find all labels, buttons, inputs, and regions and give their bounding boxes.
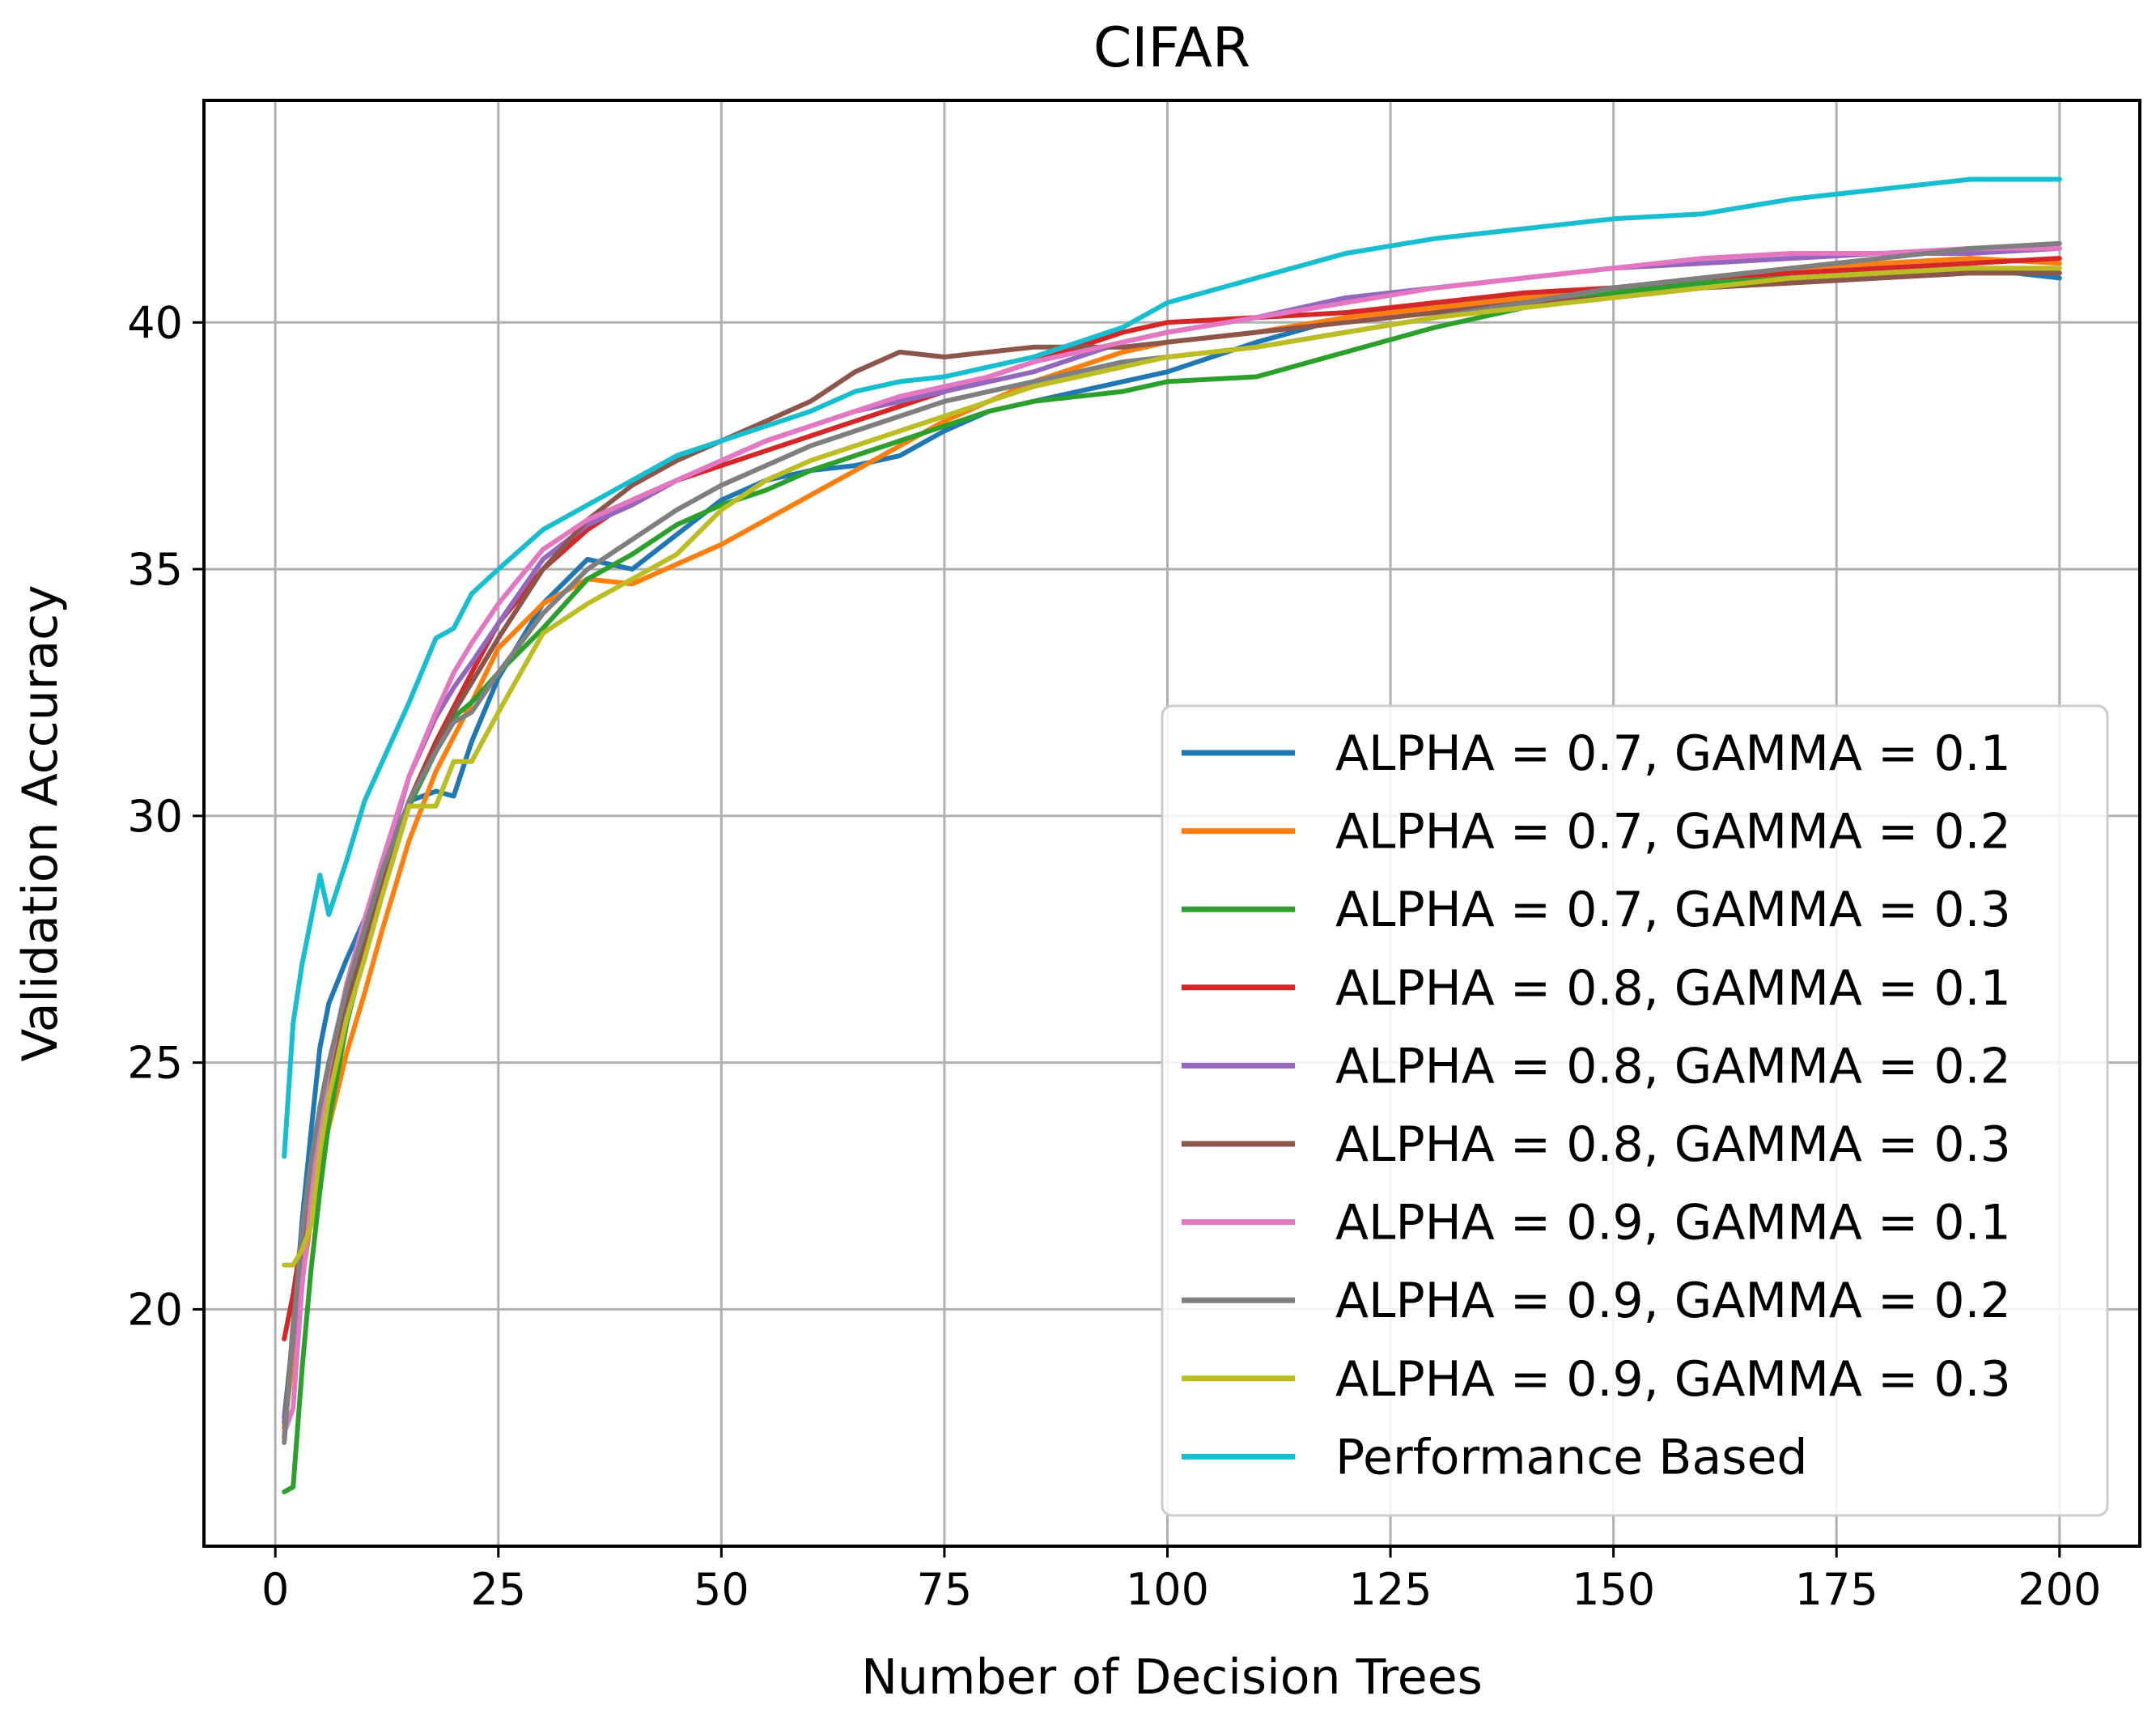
series-line-8: [282, 240, 2062, 1445]
series-line-9: [282, 266, 2062, 1268]
x-tick-label: 125: [1349, 1564, 1432, 1615]
x-tick-label: 175: [1795, 1564, 1878, 1615]
legend: ALPHA = 0.7, GAMMA = 0.1 ALPHA = 0.7, GAM…: [1161, 704, 2109, 1517]
x-tick-label: 150: [1572, 1564, 1655, 1615]
legend-label-1: ALPHA = 0.7, GAMMA = 0.1: [1335, 725, 2011, 782]
series-lines: [282, 176, 2062, 1494]
y-tick-label: 30: [127, 791, 183, 842]
y-tick-label: 25: [127, 1038, 183, 1089]
x-tick-label: 75: [917, 1564, 973, 1615]
legend-label-2: ALPHA = 0.7, GAMMA = 0.2: [1335, 804, 2011, 861]
x-tick-label: 25: [470, 1564, 526, 1615]
plot-frame: [202, 99, 2141, 1548]
legend-label-7: ALPHA = 0.9, GAMMA = 0.1: [1335, 1195, 2011, 1252]
legend-items: ALPHA = 0.7, GAMMA = 0.1 ALPHA = 0.7, GAM…: [1182, 725, 2011, 1485]
legend-label-8: ALPHA = 0.9, GAMMA = 0.2: [1335, 1273, 2011, 1329]
legend-label-6: ALPHA = 0.8, GAMMA = 0.3: [1335, 1116, 2011, 1173]
y-tick-label: 35: [127, 544, 183, 595]
x-axis-label: Number of Decision Trees: [861, 1649, 1483, 1706]
x-tick-label: 100: [1126, 1564, 1209, 1615]
legend-label-4: ALPHA = 0.8, GAMMA = 0.1: [1335, 960, 2011, 1017]
legend-box: [1161, 704, 2109, 1517]
chart-title: CIFAR: [1093, 16, 1250, 80]
x-tick-label: 0: [261, 1564, 289, 1615]
legend-label-9: ALPHA = 0.9, GAMMA = 0.3: [1335, 1351, 2011, 1408]
y-tick-label: 20: [127, 1284, 183, 1335]
legend-label-5: ALPHA = 0.8, GAMMA = 0.2: [1335, 1038, 2011, 1094]
x-tick-label: 200: [2018, 1564, 2101, 1615]
legend-label-10: Performance Based: [1335, 1429, 1807, 1485]
y-axis-label: Validation Accuracy: [12, 584, 69, 1061]
x-tick-label: 50: [694, 1564, 749, 1615]
series-line-10: [282, 176, 2062, 1159]
y-tick-label: 40: [127, 297, 183, 348]
axis-ticks: 0 25 50 75 100 125 150 175 200 20 25 30 35 40: [127, 297, 2101, 1615]
series-line-2: [282, 256, 2062, 1430]
legend-label-3: ALPHA = 0.7, GAMMA = 0.3: [1335, 882, 2011, 938]
